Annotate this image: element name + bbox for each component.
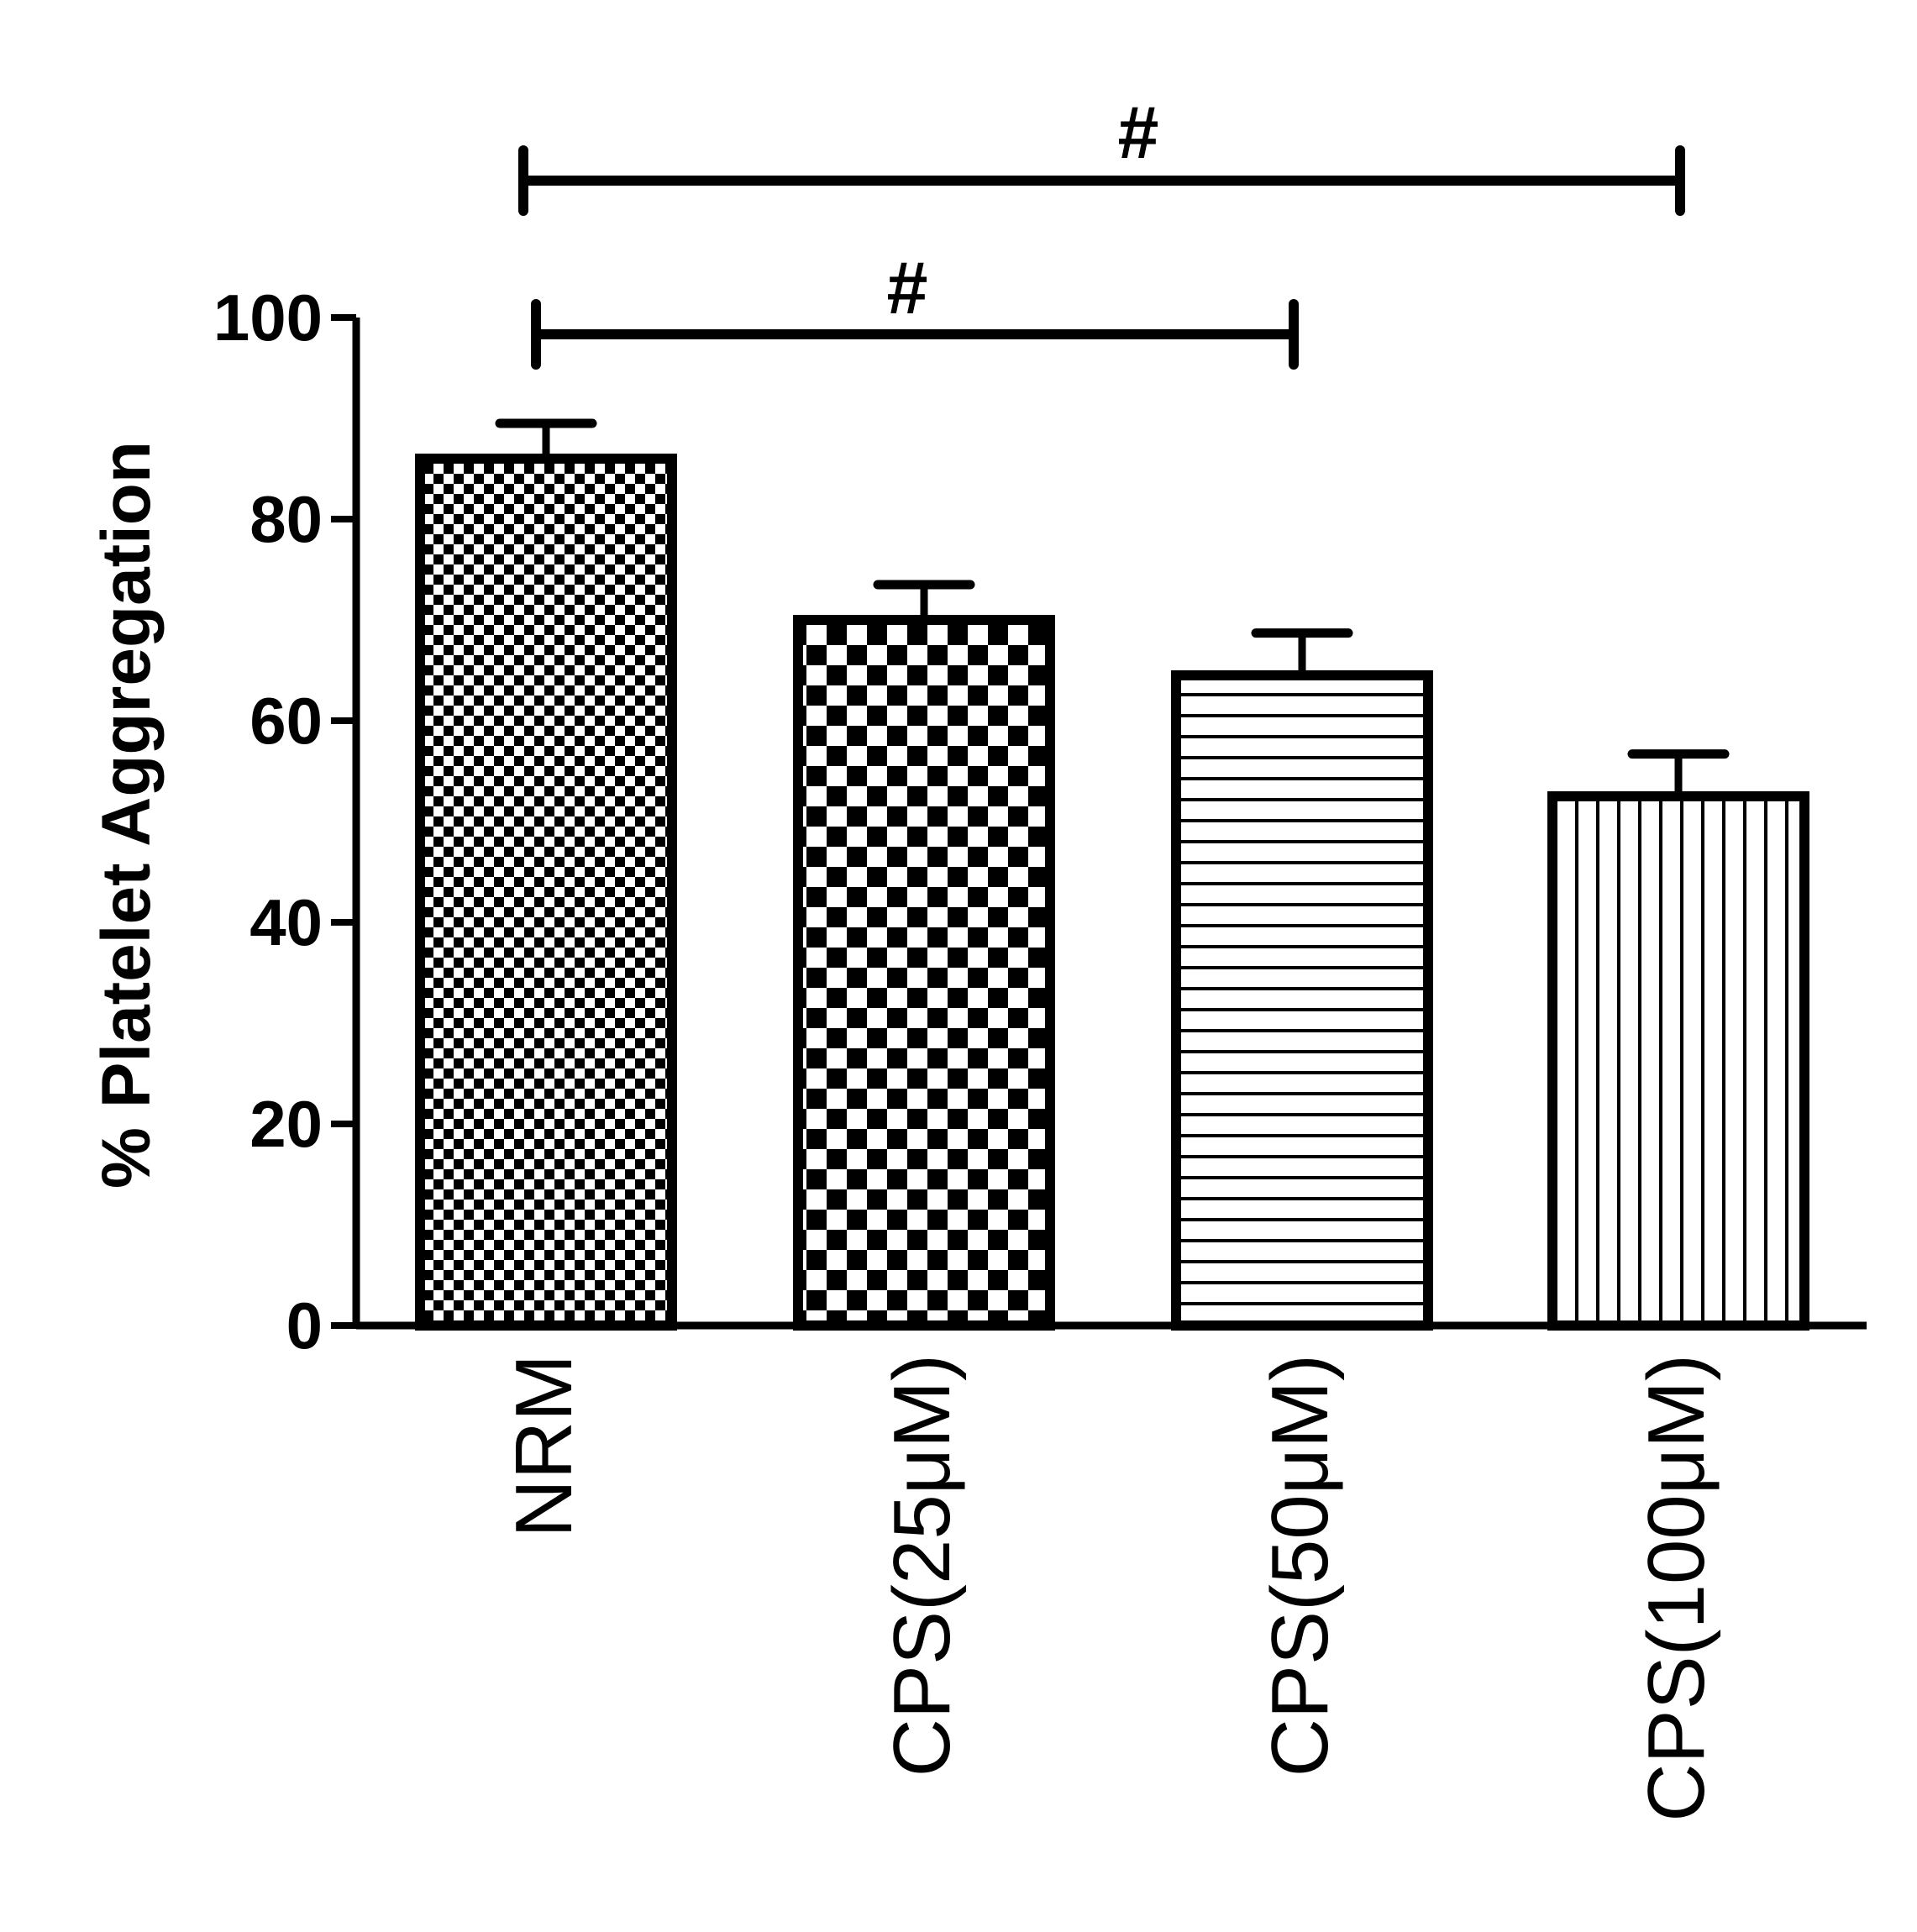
bar xyxy=(1547,791,1809,1331)
bar xyxy=(1171,670,1433,1331)
x-category-label: CPS(50μM) xyxy=(1255,1354,1345,1777)
y-tick-label: 80 xyxy=(249,482,323,556)
significance-label: # xyxy=(887,246,928,329)
bar xyxy=(415,454,677,1331)
bar xyxy=(793,615,1055,1331)
significance-label: # xyxy=(1118,91,1159,174)
y-tick-label: 40 xyxy=(249,885,323,959)
x-category-label: CPS(25μM) xyxy=(877,1354,967,1777)
y-axis-title: % Platelet Aggregation xyxy=(88,441,165,1189)
y-tick-label: 0 xyxy=(286,1289,323,1362)
y-tick-label: 60 xyxy=(249,684,323,758)
x-category-label: CPS(100μM) xyxy=(1631,1354,1721,1822)
x-category-label: NRM xyxy=(499,1354,589,1538)
y-tick-label: 100 xyxy=(213,281,323,354)
y-tick-label: 20 xyxy=(249,1087,323,1161)
